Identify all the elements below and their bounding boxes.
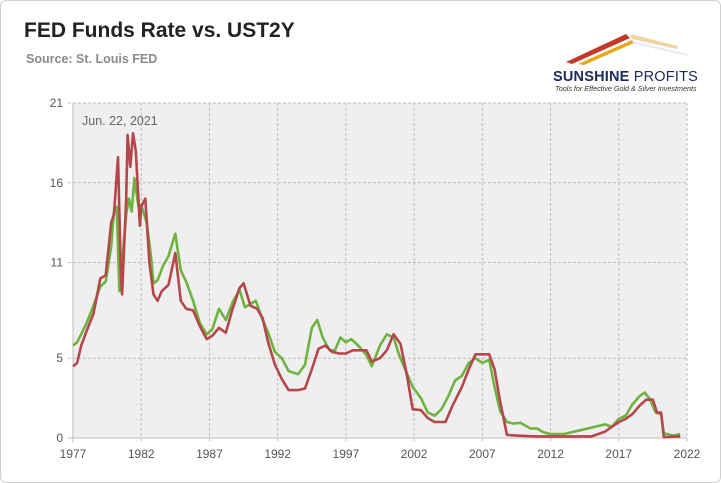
logo-name-bold: SUNSHINE [553,69,630,85]
y-tick-label: 21 [50,96,64,110]
x-tick-label: 1997 [333,447,360,461]
y-tick-label: 11 [51,256,64,270]
axis-ticks: 1977 1982 1987 1992 1997 2002 2007 2012 2017 2022… [50,96,701,461]
x-tick-label: 2022 [674,447,701,461]
logo-name-light: PROFITS [633,69,699,85]
x-tick-label: 2012 [537,447,564,461]
x-tick-label: 1992 [264,447,291,461]
gridlines [68,102,688,443]
chart-source: Source: St. Louis FED [26,52,158,66]
logo-name: SUNSHINE PROFITS [553,69,698,85]
y-tick-label: 0 [56,431,63,445]
date-annotation: Jun. 22, 2021 [82,114,158,128]
x-tick-label: 2007 [469,447,496,461]
x-tick-label: 2002 [401,447,428,461]
series-lines [72,132,681,439]
x-tick-label: 1982 [128,447,155,461]
plot-background [73,103,687,438]
x-tick-label: 1977 [60,447,87,461]
x-tick-label: 1987 [196,447,223,461]
sunshine-profits-logo-icon [566,34,688,65]
y-tick-label: 16 [50,176,64,190]
fed-funds-rate-line [72,132,681,439]
x-tick-label: 2017 [605,447,632,461]
y-tick-label: 5 [56,351,63,365]
chart-title: FED Funds Rate vs. UST2Y [24,19,295,42]
logo-tagline: Tools for Effective Gold & Silver Invest… [555,84,697,93]
